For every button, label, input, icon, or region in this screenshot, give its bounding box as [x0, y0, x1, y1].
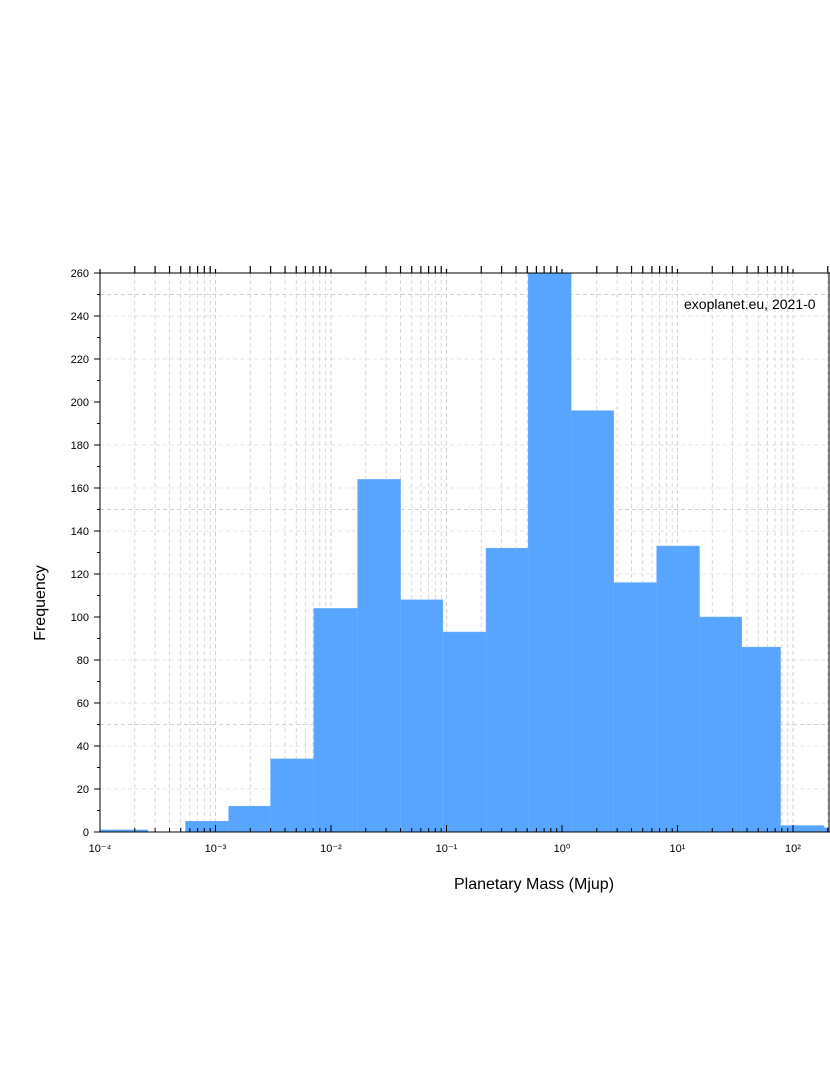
y-tick-label: 60	[77, 698, 89, 710]
histogram-bar	[442, 631, 487, 833]
histogram-bar	[699, 616, 743, 833]
x-tick-label: 10⁻¹	[436, 843, 458, 855]
x-tick-label: 10⁻⁴	[89, 843, 112, 855]
histogram-bar	[527, 272, 572, 833]
histogram-bar	[485, 547, 529, 833]
y-tick-label: 220	[71, 354, 89, 366]
histogram-bar	[228, 805, 271, 833]
histogram-bar	[741, 646, 781, 833]
x-axis-title: Planetary Mass (Mjup)	[454, 876, 614, 893]
histogram-bar	[270, 758, 315, 833]
axes	[94, 266, 830, 833]
y-tick-label: 100	[71, 612, 89, 624]
y-tick-label: 20	[77, 784, 89, 796]
y-tick-label: 140	[71, 526, 89, 538]
y-tick-label: 200	[71, 397, 89, 409]
y-axis-title: Frequency	[32, 565, 49, 641]
x-tick-label: 10⁻²	[320, 843, 342, 855]
histogram-bar	[780, 825, 825, 833]
source-annotation: exoplanet.eu, 2021-0	[684, 296, 816, 312]
histogram-bar	[313, 608, 358, 833]
histogram-bars	[99, 272, 829, 833]
histogram-bar	[400, 599, 444, 833]
histogram-bar	[185, 821, 229, 833]
x-tick-label: 10¹	[670, 843, 686, 855]
histogram-bar	[570, 410, 614, 833]
y-tick-label: 240	[71, 311, 89, 323]
histogram-bar	[613, 582, 657, 833]
y-tick-label: 160	[71, 483, 89, 495]
histogram-bar	[357, 479, 401, 833]
tick-labels: 10⁻⁴ 10⁻³ 10⁻² 10⁻¹ 10⁰ 10¹ 10² 0 20 40 60 80 100 120…	[71, 268, 802, 855]
histogram-bar	[823, 827, 829, 833]
y-tick-label: 0	[83, 827, 89, 839]
y-tick-label: 80	[77, 655, 89, 667]
x-tick-label: 10⁰	[554, 843, 571, 855]
y-tick-label: 260	[71, 268, 89, 280]
y-tick-label: 120	[71, 569, 89, 581]
x-tick-label: 10⁻³	[205, 843, 227, 855]
y-tick-label: 40	[77, 741, 89, 753]
histogram-bar	[656, 545, 700, 833]
y-tick-label: 180	[71, 440, 89, 452]
x-tick-label: 10²	[785, 843, 801, 855]
